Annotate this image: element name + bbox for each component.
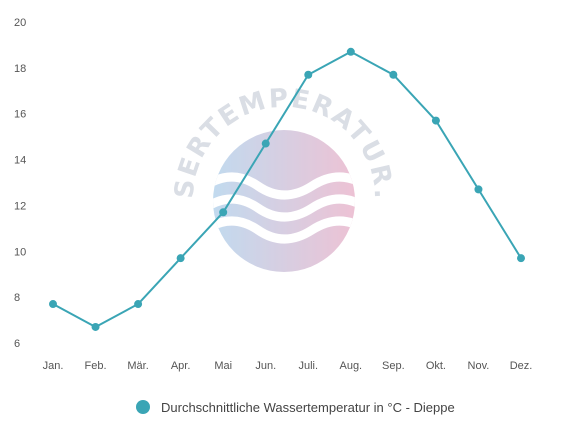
legend-marker[interactable]: [136, 400, 150, 414]
data-point[interactable]: [474, 185, 483, 194]
series-layer: [49, 47, 525, 331]
y-tick-label: 6: [14, 338, 20, 350]
x-tick-label: Aug.: [339, 360, 362, 372]
legend-label[interactable]: Durchschnittliche Wassertemperatur in °C…: [161, 400, 455, 415]
y-tick-label: 18: [14, 63, 26, 75]
x-tick-label: Nov.: [468, 360, 490, 372]
data-point[interactable]: [134, 300, 143, 309]
data-point[interactable]: [176, 254, 185, 263]
x-axis: Jan. Feb. Mär. Apr. Mai Jun. Juli. Aug. Sep. Okt.…: [43, 360, 533, 372]
series-line: [52, 50, 522, 328]
data-point[interactable]: [91, 322, 100, 331]
x-tick-label: Apr.: [171, 360, 191, 372]
data-point[interactable]: [261, 139, 270, 148]
x-tick-label: Mär.: [127, 360, 148, 372]
data-point[interactable]: [49, 300, 57, 309]
x-tick-label: Feb.: [85, 360, 107, 372]
y-tick-label: 20: [14, 17, 26, 29]
y-tick-label: 14: [14, 155, 26, 167]
data-point[interactable]: [389, 70, 398, 79]
x-tick-label: Jun.: [255, 360, 276, 372]
y-tick-label: 16: [14, 109, 26, 121]
y-axis: 6 8 10 12 14 16 18 20: [14, 17, 26, 350]
y-tick-label: 8: [14, 292, 20, 304]
watermark-circle: [213, 130, 355, 272]
data-point[interactable]: [304, 70, 313, 79]
x-tick-label: Okt.: [426, 360, 446, 372]
data-point[interactable]: [431, 116, 440, 125]
watermark-logo: WASSERTEMPERATUR.ORG: [0, 0, 396, 272]
y-tick-label: 10: [14, 246, 26, 258]
data-point[interactable]: [517, 254, 525, 263]
y-tick-label: 12: [14, 200, 26, 212]
legend[interactable]: Durchschnittliche Wassertemperatur in °C…: [136, 400, 455, 415]
x-tick-label: Juli.: [298, 360, 318, 372]
x-tick-label: Sep.: [382, 360, 405, 372]
x-tick-label: Dez.: [510, 360, 533, 372]
x-tick-label: Mai: [214, 360, 232, 372]
x-tick-label: Jan.: [43, 360, 64, 372]
data-point[interactable]: [346, 47, 355, 56]
data-point[interactable]: [219, 208, 228, 217]
